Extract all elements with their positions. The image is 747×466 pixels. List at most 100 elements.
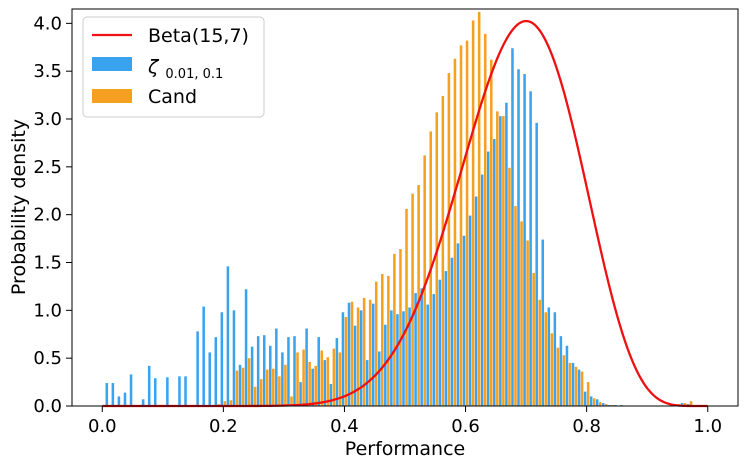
cand-bar bbox=[393, 253, 396, 406]
cand-bar bbox=[683, 403, 687, 406]
zeta-bar bbox=[541, 239, 545, 406]
zeta-bar bbox=[523, 74, 526, 407]
y-tick-label: 2.5 bbox=[33, 157, 62, 178]
cand-bar bbox=[556, 347, 560, 406]
zeta-bar bbox=[420, 288, 423, 406]
cand-bar bbox=[605, 404, 608, 406]
zeta-bar bbox=[238, 364, 242, 406]
zeta-bar bbox=[184, 376, 187, 406]
cand-bar bbox=[496, 111, 499, 407]
zeta-bar bbox=[214, 337, 218, 406]
zeta-bar bbox=[147, 365, 151, 406]
zeta-bar bbox=[256, 336, 260, 406]
cand-bar bbox=[314, 365, 317, 406]
zeta-bar bbox=[305, 328, 308, 406]
cand-bar bbox=[320, 350, 324, 406]
x-tick-label: 0.4 bbox=[330, 416, 359, 437]
cand-bar bbox=[514, 206, 517, 406]
zeta-bar bbox=[426, 304, 429, 406]
cand-bar bbox=[290, 396, 293, 406]
cand-bar bbox=[368, 299, 372, 406]
y-axis-ticks: 0.0 0.5 1.0 1.5 2.0 2.5 3.0 3.5 4.0 bbox=[33, 13, 72, 417]
cand-bar bbox=[520, 221, 523, 406]
zeta-bar bbox=[299, 382, 302, 406]
cand-bar bbox=[562, 355, 566, 406]
zeta-bar bbox=[535, 122, 538, 406]
zeta-bar bbox=[583, 391, 587, 406]
zeta-bar bbox=[480, 174, 484, 406]
zeta-bar bbox=[353, 325, 357, 406]
zeta-bar bbox=[232, 310, 236, 406]
zeta-bar bbox=[474, 196, 478, 406]
legend-label-zeta: ζ 0.01, 0.1 bbox=[147, 56, 223, 82]
zeta-bar bbox=[329, 384, 333, 406]
zeta-bar bbox=[408, 307, 411, 406]
zeta-bar bbox=[129, 374, 133, 406]
x-tick-label: 0.6 bbox=[451, 416, 480, 437]
x-tick-label: 0.2 bbox=[209, 416, 238, 437]
zeta-bar bbox=[529, 91, 532, 407]
cand-bar bbox=[265, 369, 269, 406]
zeta-bar bbox=[250, 346, 254, 406]
y-tick-label: 0.0 bbox=[33, 396, 62, 417]
cand-bar bbox=[308, 362, 311, 406]
zeta-bar bbox=[493, 139, 496, 406]
zeta-bar bbox=[123, 392, 127, 406]
zeta-bar bbox=[293, 336, 296, 406]
cand-bar bbox=[441, 96, 445, 407]
zeta-bar bbox=[602, 403, 605, 406]
y-axis-title: Probability density bbox=[8, 119, 30, 295]
zeta-bar bbox=[468, 215, 472, 406]
zeta-bar bbox=[559, 336, 563, 406]
cand-bar bbox=[502, 116, 505, 406]
zeta-bar bbox=[275, 328, 278, 406]
zeta-bars bbox=[105, 48, 690, 407]
cand-bar bbox=[490, 59, 493, 406]
legend-swatch-cand bbox=[92, 89, 132, 103]
zeta-bar bbox=[196, 331, 199, 406]
zeta-bar bbox=[553, 312, 557, 406]
cand-bar bbox=[272, 368, 275, 406]
zeta-bar bbox=[390, 310, 393, 406]
zeta-bar bbox=[456, 243, 460, 406]
zeta-bar bbox=[141, 399, 145, 406]
zeta-bar bbox=[371, 303, 375, 406]
zeta-bar bbox=[517, 69, 520, 407]
zeta-bar bbox=[571, 362, 575, 406]
y-tick-label: 4.0 bbox=[33, 13, 62, 34]
cand-bar bbox=[229, 400, 233, 406]
cand-bar bbox=[387, 275, 390, 406]
zeta-bar bbox=[111, 383, 115, 406]
cand-bar bbox=[471, 20, 475, 406]
cand-bar bbox=[350, 301, 354, 406]
legend-label-zeta-subscript: 0.01, 0.1 bbox=[165, 67, 223, 82]
cand-bar bbox=[477, 11, 481, 407]
zeta-bar bbox=[105, 383, 109, 406]
zeta-bar bbox=[589, 396, 593, 406]
zeta-bar bbox=[414, 293, 417, 406]
legend-label-cand: Cand bbox=[148, 86, 197, 108]
zeta-bar bbox=[117, 396, 121, 406]
cand-bar bbox=[689, 401, 693, 406]
zeta-bar bbox=[341, 312, 345, 406]
cand-bar bbox=[598, 402, 602, 406]
cand-bar bbox=[284, 364, 287, 406]
cand-bar bbox=[332, 348, 336, 406]
zeta-bar bbox=[226, 266, 230, 406]
zeta-bar bbox=[281, 352, 284, 406]
zeta-bar bbox=[359, 310, 363, 406]
zeta-bar bbox=[153, 378, 157, 406]
cand-bar bbox=[423, 155, 426, 406]
zeta-bar bbox=[220, 312, 224, 406]
zeta-bar bbox=[680, 403, 684, 406]
zeta-bar bbox=[335, 338, 339, 406]
cand-bar bbox=[253, 386, 257, 406]
x-axis-title: Performance bbox=[345, 438, 465, 460]
cand-bar bbox=[538, 299, 541, 406]
cand-bar bbox=[526, 240, 529, 406]
cand-bar bbox=[278, 376, 281, 406]
zeta-bar bbox=[166, 377, 169, 406]
zeta-bar bbox=[499, 116, 502, 406]
cand-bar bbox=[580, 371, 584, 406]
